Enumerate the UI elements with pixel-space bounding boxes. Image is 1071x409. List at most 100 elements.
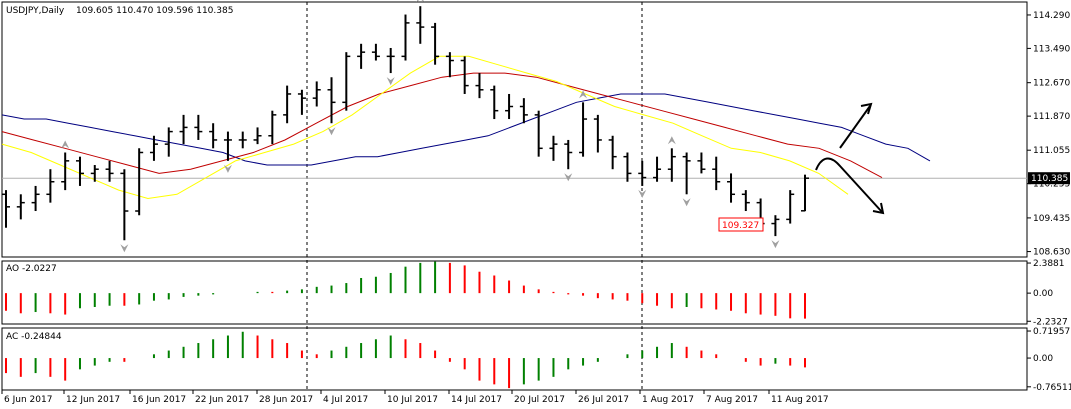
ma-fast-line xyxy=(1,55,849,200)
up-arrow-icon xyxy=(839,105,871,149)
fractal-up-icon xyxy=(61,140,70,149)
price-bar xyxy=(327,77,336,124)
price-bar xyxy=(149,135,158,161)
price-bar xyxy=(253,127,262,145)
price-bar xyxy=(342,52,351,111)
date-label: 10 Jul 2017 xyxy=(387,395,438,405)
fractal-down-icon xyxy=(120,244,129,253)
fractal-up-icon xyxy=(416,0,425,3)
price-bar xyxy=(475,73,484,99)
price-bar xyxy=(120,169,129,241)
ao-tick-label: -2.2327 xyxy=(1033,317,1068,327)
panel-frame xyxy=(1,1,1028,258)
date-label: 26 Jul 2017 xyxy=(578,395,629,405)
ac-tick-label: 0.00 xyxy=(1033,354,1053,364)
min-price-tag: 109.327 xyxy=(718,217,764,232)
price-bar xyxy=(653,156,662,182)
down-arrow-head-icon xyxy=(872,202,885,215)
ma-mid-line xyxy=(1,72,883,179)
price-tick-label: 109.435 xyxy=(1033,214,1070,224)
ac-panel: AC -0.24844 xyxy=(5,331,806,389)
price-bar xyxy=(46,169,55,203)
price-bar xyxy=(31,185,40,212)
price-bar xyxy=(682,152,691,195)
date-label: 1 Aug 2017 xyxy=(642,395,694,405)
grid-layer xyxy=(1,1,1028,391)
price-bar xyxy=(312,81,321,107)
fractal-markers xyxy=(61,0,780,253)
price-bar xyxy=(431,22,440,65)
fractal-down-icon xyxy=(223,164,232,173)
price-tick-label: 111.055 xyxy=(1033,146,1070,156)
price-tick-label: 111.870 xyxy=(1033,112,1070,122)
fractal-up-icon xyxy=(667,136,676,145)
date-label: 16 Jun 2017 xyxy=(132,395,186,405)
price-tick-label: 112.670 xyxy=(1033,79,1070,89)
panel-frame xyxy=(1,260,1028,325)
price-bar xyxy=(135,148,144,216)
price-bar xyxy=(179,114,188,145)
price-bar xyxy=(579,102,588,157)
date-label: 6 Jun 2017 xyxy=(4,395,52,405)
price-bar xyxy=(638,160,647,186)
price-bar xyxy=(623,152,632,182)
price-bars xyxy=(2,6,809,241)
ohlc-readout: 109.605 110.470 109.596 110.385 xyxy=(76,6,233,16)
min-price-label: 109.327 xyxy=(722,221,759,231)
price-bar xyxy=(16,194,25,220)
date-label: 22 Jun 2017 xyxy=(195,395,249,405)
price-bar xyxy=(357,43,366,69)
price-bar xyxy=(801,174,809,212)
price-bar xyxy=(105,160,114,182)
price-bar xyxy=(534,110,543,157)
price-bar xyxy=(505,93,514,120)
ao-label: AO -2.0227 xyxy=(6,264,57,274)
fractal-down-icon xyxy=(682,198,691,207)
fractal-down-icon xyxy=(638,189,647,198)
price-bar xyxy=(549,135,558,161)
current-price-badge xyxy=(1028,172,1070,185)
ma-slow-line xyxy=(1,93,931,166)
price-bar xyxy=(61,152,70,191)
price-bar xyxy=(771,215,780,237)
up-arrow-head-icon xyxy=(860,102,873,115)
price-bar xyxy=(283,85,292,124)
price-bar xyxy=(194,114,203,140)
price-bar xyxy=(209,123,218,149)
ao-tick-label: 2.3881 xyxy=(1033,259,1065,269)
price-bar xyxy=(786,190,795,224)
price-panel: USDJPY,Daily 109.605 110.470 109.596 110… xyxy=(1,0,931,253)
moving-averages xyxy=(1,55,931,200)
panel-frame xyxy=(1,327,1028,391)
price-bar xyxy=(608,135,617,170)
fractal-down-icon xyxy=(564,173,573,182)
fractal-up-icon xyxy=(579,90,588,99)
price-tick-label: 108.630 xyxy=(1033,248,1070,258)
down-arrow-icon xyxy=(815,157,883,213)
price-tick-label: 110.255 xyxy=(1033,180,1070,190)
ac-tick-label: -0.76511 xyxy=(1033,383,1071,393)
price-bar xyxy=(371,43,380,61)
price-bar xyxy=(223,131,232,161)
date-label: 11 Aug 2017 xyxy=(771,395,829,405)
price-bar xyxy=(519,98,528,124)
ao-tick-label: 0.00 xyxy=(1033,289,1053,299)
ao-panel: AO -2.0227 xyxy=(5,261,806,319)
date-label: 20 Jul 2017 xyxy=(514,395,565,405)
price-bar xyxy=(416,6,425,44)
date-label: 14 Jul 2017 xyxy=(451,395,502,405)
price-bar xyxy=(164,127,173,157)
ac-label: AC -0.24844 xyxy=(6,332,62,342)
price-bar xyxy=(445,52,454,78)
date-label: 12 Jun 2017 xyxy=(66,395,120,405)
price-bar xyxy=(697,152,706,174)
price-bar xyxy=(297,89,306,115)
price-tick-label: 113.490 xyxy=(1033,44,1070,54)
price-bar xyxy=(741,190,750,212)
price-bar xyxy=(667,148,676,182)
date-label: 4 Jul 2017 xyxy=(323,395,368,405)
fractal-down-icon xyxy=(386,77,395,86)
price-tick-label: 114.290 xyxy=(1033,11,1070,21)
price-bar xyxy=(386,47,395,74)
